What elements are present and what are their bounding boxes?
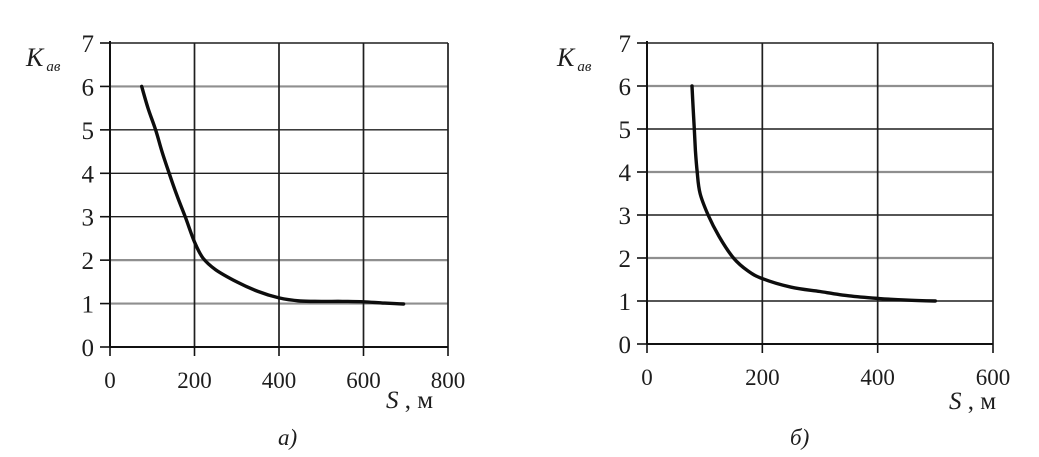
y-tick-label-7: 7 [619, 31, 632, 58]
y-tick-label-2: 2 [619, 246, 632, 273]
y-tick-label-2: 2 [82, 248, 95, 275]
y-tick-label-1: 1 [82, 292, 95, 319]
chart-a-x-axis-title-base: S [386, 387, 399, 414]
y-tick-label-0: 0 [619, 332, 632, 359]
y-tick-label-6: 6 [619, 74, 632, 101]
x-tick-label-0: 0 [641, 365, 653, 390]
y-tick-label-4: 4 [619, 160, 632, 187]
y-tick-label-6: 6 [82, 74, 95, 101]
x-tick-label-600: 600 [346, 368, 381, 393]
curve-series-0 [140, 84, 406, 306]
chart-a-x-axis-title: S , м [386, 388, 433, 413]
chart-a-y-axis-title-base: K [26, 43, 45, 72]
x-tick-label-400: 400 [262, 368, 297, 393]
x-tick-label-600: 600 [976, 365, 1011, 390]
y-tick-label-5: 5 [82, 118, 95, 145]
x-tick-label-400: 400 [860, 365, 895, 390]
x-tick-label-200: 200 [177, 368, 212, 393]
chart-b-x-axis-title: S , м [949, 389, 996, 414]
y-tick-label-7: 7 [82, 31, 95, 58]
chart-a-x-axis-title-unit: , м [398, 387, 434, 414]
chart-b-caption: б) [790, 425, 810, 450]
x-tick-label-800: 800 [431, 368, 466, 393]
chart-b-x-axis-title-unit: , м [961, 388, 997, 415]
y-tick-label-5: 5 [619, 117, 632, 144]
chart-b-y-axis-title-sub: ав [577, 59, 592, 76]
chart-a-y-axis-title-sub: ав [46, 59, 61, 76]
curve-series-0 [690, 84, 937, 303]
chart-a-caption: а) [278, 425, 298, 450]
y-tick-label-3: 3 [82, 205, 95, 232]
x-tick-label-0: 0 [104, 368, 116, 393]
y-tick-label-4: 4 [82, 161, 95, 188]
y-tick-label-3: 3 [619, 203, 632, 230]
chart-b-y-axis-title-base: K [557, 43, 576, 72]
chart-a-plot: 0 1 2 3 4 5 6 7 0 200 400 600 800 [82, 31, 466, 393]
x-tick-label-200: 200 [745, 365, 780, 390]
y-tick-label-0: 0 [82, 335, 95, 362]
y-tick-label-1: 1 [619, 289, 632, 316]
chart-b-plot: 0 1 2 3 4 5 6 7 0 200 400 600 [619, 31, 1011, 390]
chart-b-x-axis-title-base: S [949, 388, 962, 415]
